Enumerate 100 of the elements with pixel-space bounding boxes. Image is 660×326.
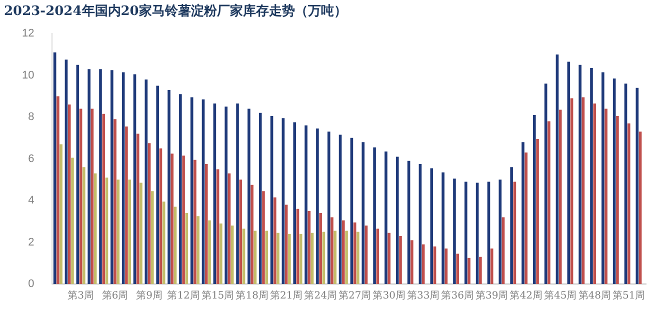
bar	[388, 232, 390, 284]
bar	[136, 134, 140, 284]
bar	[342, 220, 345, 284]
x-tick-label: 第33周	[406, 290, 440, 302]
bar	[208, 220, 211, 284]
bar	[262, 191, 265, 284]
bar	[258, 112, 262, 284]
bar	[384, 151, 388, 284]
bar	[345, 230, 348, 284]
bar	[308, 210, 311, 284]
bar	[410, 240, 414, 284]
bar	[236, 104, 239, 284]
bar	[168, 90, 170, 284]
y-tick-label: 6	[28, 152, 34, 165]
x-tick-label: 第39周	[475, 290, 508, 302]
bar	[125, 126, 128, 284]
bar	[456, 254, 459, 284]
bar	[220, 223, 222, 284]
bar	[304, 125, 308, 284]
bar	[558, 110, 562, 284]
y-tick-label: 2	[28, 236, 34, 248]
bar	[593, 104, 596, 284]
y-tick-label: 0	[28, 278, 34, 290]
bar	[250, 184, 254, 284]
bar	[330, 217, 334, 284]
bar	[82, 167, 86, 284]
x-tick-label: 第42周	[510, 290, 542, 302]
x-tick-label: 第12周	[167, 290, 200, 302]
x-tick-label: 第30周	[372, 290, 406, 302]
bar	[196, 216, 200, 284]
bar	[533, 114, 536, 284]
bar	[578, 64, 582, 284]
bar	[102, 114, 106, 284]
bar	[536, 138, 539, 284]
bar	[522, 142, 524, 284]
bar	[464, 182, 468, 284]
bar	[442, 172, 444, 284]
chart-title: 2023-2024年国内20家马铃薯淀粉厂家库存走势（万吨）	[4, 3, 347, 20]
bar	[453, 178, 456, 284]
bar	[140, 182, 142, 284]
bar	[373, 147, 376, 284]
bar	[362, 142, 365, 284]
bar	[356, 232, 360, 284]
bar	[239, 180, 242, 284]
bar	[334, 230, 337, 284]
x-tick-label: 第48周	[578, 290, 611, 302]
bar	[319, 213, 322, 284]
bar	[128, 180, 131, 284]
bar	[56, 96, 60, 284]
bar	[627, 123, 630, 284]
y-tick-label: 4	[28, 194, 34, 207]
y-tick-label: 12	[22, 28, 34, 40]
bar	[71, 158, 74, 284]
bar	[68, 104, 71, 284]
bar	[479, 256, 482, 284]
bar	[151, 191, 154, 284]
bar	[396, 156, 399, 284]
bar	[616, 116, 619, 284]
bar	[194, 160, 196, 284]
x-tick-label: 第51周	[612, 290, 646, 302]
x-tick-label: 第27周	[338, 290, 372, 302]
bar	[399, 236, 402, 284]
bar	[114, 119, 116, 284]
bar	[273, 197, 276, 284]
x-tick-label: 第6周	[102, 290, 128, 302]
bar	[498, 180, 502, 284]
bar	[288, 234, 291, 284]
x-tick-label: 第15周	[201, 290, 234, 302]
bar	[602, 72, 604, 284]
x-tick-label: 第24周	[304, 290, 337, 302]
bar	[99, 69, 102, 284]
x-tick-label: 第21周	[270, 290, 303, 302]
bar	[224, 106, 228, 284]
bar	[293, 122, 296, 284]
x-tick-label: 第9周	[136, 290, 162, 302]
bar	[590, 68, 593, 284]
bar	[248, 108, 250, 284]
x-tick-label: 第36周	[441, 290, 474, 302]
bar	[190, 97, 194, 284]
bar	[510, 167, 513, 284]
bar	[204, 164, 208, 284]
bar	[524, 152, 528, 284]
bar	[548, 121, 550, 284]
bar	[316, 128, 319, 284]
y-tick-label: 10	[22, 69, 34, 82]
bar	[60, 144, 62, 284]
bar	[604, 108, 608, 284]
bar	[110, 70, 114, 284]
bar	[88, 69, 90, 284]
bar	[327, 132, 330, 284]
y-tick-label: 8	[28, 111, 34, 124]
bar	[468, 258, 470, 284]
bar	[490, 248, 494, 284]
x-tick-label: 第45周	[544, 290, 577, 302]
bar	[299, 234, 302, 284]
bar	[265, 230, 268, 284]
bar	[276, 232, 280, 284]
bar	[170, 154, 174, 284]
bar	[156, 86, 159, 284]
bar	[179, 94, 182, 284]
